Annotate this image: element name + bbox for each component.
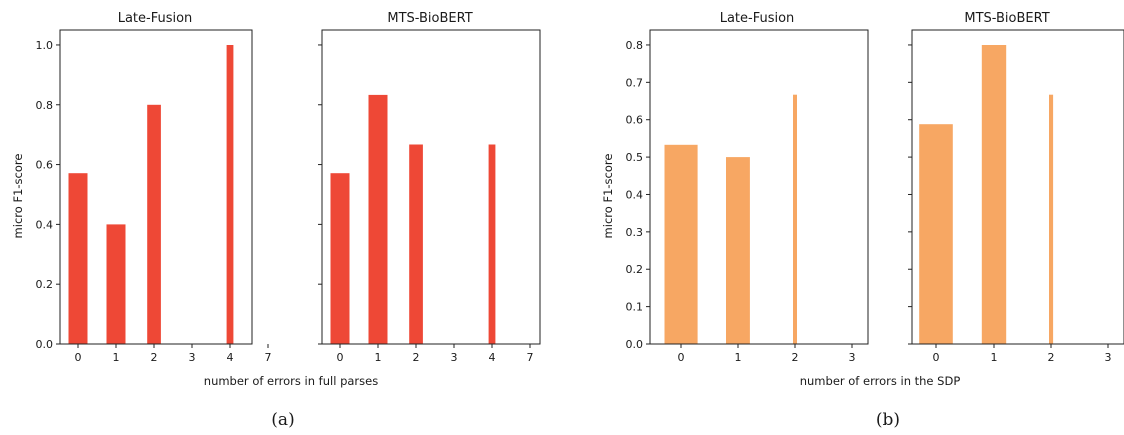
figure-a: Late-Fusion MTS-BioBERT 0 1 2 3 4 70.00.20.40… bbox=[11, 11, 541, 430]
x-tick-label: 1 bbox=[375, 351, 382, 364]
bar-mts-biobert-1 bbox=[368, 94, 388, 345]
x-tick-label: 1 bbox=[735, 351, 742, 364]
figure-b-xlabel: number of errors in the SDP bbox=[800, 374, 961, 388]
x-tick-label: 1 bbox=[113, 351, 120, 364]
bar-mts-biobert-0 bbox=[330, 173, 350, 344]
panel-a2-title: MTS-BioBERT bbox=[387, 11, 472, 26]
bar-late-fusion-2 bbox=[793, 94, 797, 344]
x-tick-label: 0 bbox=[337, 351, 344, 364]
bar-late-fusion-4 bbox=[226, 45, 234, 344]
panel-a2-axes: 0 1 2 3 4 7 bbox=[318, 29, 541, 364]
panel-a1-axes: 0 1 2 3 4 7 0.0 0.2 0.4 0.6 0.8 1.0 bbox=[36, 29, 272, 364]
bar-late-fusion-0 bbox=[664, 144, 698, 344]
x-tick-label: 0 bbox=[933, 351, 940, 364]
panel-b2-axes: 0 1 2 3 bbox=[908, 29, 1124, 364]
x-tick-label: 3 bbox=[189, 351, 196, 364]
bar-mts-biobert-0 bbox=[919, 124, 953, 344]
bar-late-fusion-1 bbox=[726, 157, 750, 344]
bar-late-fusion-2 bbox=[147, 104, 161, 344]
y-tick-label: 0.0 bbox=[626, 338, 644, 351]
y-tick-label: 0.7 bbox=[626, 76, 644, 89]
bar-mts-biobert-1 bbox=[981, 45, 1007, 344]
plot-frame bbox=[321, 29, 541, 345]
y-tick-label: 0.3 bbox=[626, 226, 644, 239]
y-tick-label: 0.4 bbox=[36, 218, 54, 231]
y-tick-label: 0.8 bbox=[36, 99, 54, 112]
bar-late-fusion-0 bbox=[68, 173, 88, 344]
y-tick-label: 1.0 bbox=[36, 39, 54, 52]
figure-a-xlabel: number of errors in full parses bbox=[204, 374, 378, 388]
figure-a-ylabel: micro F1-score bbox=[11, 154, 25, 239]
x-tick-label: 3 bbox=[849, 351, 856, 364]
figure-a-caption: (a) bbox=[271, 410, 294, 430]
x-tick-label: 0 bbox=[678, 351, 685, 364]
y-tick-label: 0.4 bbox=[626, 188, 644, 201]
y-tick-label: 0.2 bbox=[626, 263, 644, 276]
y-tick-label: 0.6 bbox=[36, 159, 54, 172]
figure-b-caption: (b) bbox=[876, 410, 900, 430]
panel-b1-axes: 0 1 2 3 0.0 0.1 0.2 0.3 0.4 0.5 0.6 0.7 0.8 bbox=[626, 29, 869, 364]
x-tick-label: 3 bbox=[451, 351, 458, 364]
x-tick-label: 0 bbox=[75, 351, 82, 364]
x-tick-label: 2 bbox=[151, 351, 158, 364]
x-tick-label: 1 bbox=[991, 351, 998, 364]
y-tick-label: 0.5 bbox=[626, 151, 644, 164]
bar-mts-biobert-4 bbox=[488, 144, 496, 344]
bar-late-fusion-1 bbox=[106, 224, 126, 344]
x-tick-label: 2 bbox=[792, 351, 799, 364]
x-tick-label: 2 bbox=[1048, 351, 1055, 364]
x-tick-label: 4 bbox=[489, 351, 496, 364]
y-tick-label: 0.6 bbox=[626, 114, 644, 127]
panel-b2-title: MTS-BioBERT bbox=[964, 11, 1049, 26]
plot-frame bbox=[59, 29, 253, 345]
x-tick-label: 3 bbox=[1105, 351, 1112, 364]
plot-frame bbox=[911, 29, 1124, 345]
figure-b-ylabel: micro F1-score bbox=[601, 154, 615, 239]
y-tick-label: 0.0 bbox=[36, 338, 54, 351]
panel-b1-title: Late-Fusion bbox=[720, 11, 795, 26]
y-tick-label: 0.1 bbox=[626, 301, 644, 314]
panel-a1-title: Late-Fusion bbox=[118, 11, 193, 26]
x-tick-label: 7 bbox=[265, 351, 272, 364]
figure-b: Late-Fusion MTS-BioBERT 0 1 2 3 0.0 0.1 0.2 0.3… bbox=[601, 11, 1124, 430]
y-tick-label: 0.2 bbox=[36, 278, 54, 291]
x-tick-label: 7 bbox=[527, 351, 534, 364]
bar-mts-biobert-2 bbox=[409, 144, 423, 344]
plot-frame bbox=[649, 29, 869, 345]
y-tick-label: 0.8 bbox=[626, 39, 644, 52]
x-tick-label: 2 bbox=[413, 351, 420, 364]
x-tick-label: 4 bbox=[227, 351, 234, 364]
bar-mts-biobert-2 bbox=[1049, 94, 1054, 344]
